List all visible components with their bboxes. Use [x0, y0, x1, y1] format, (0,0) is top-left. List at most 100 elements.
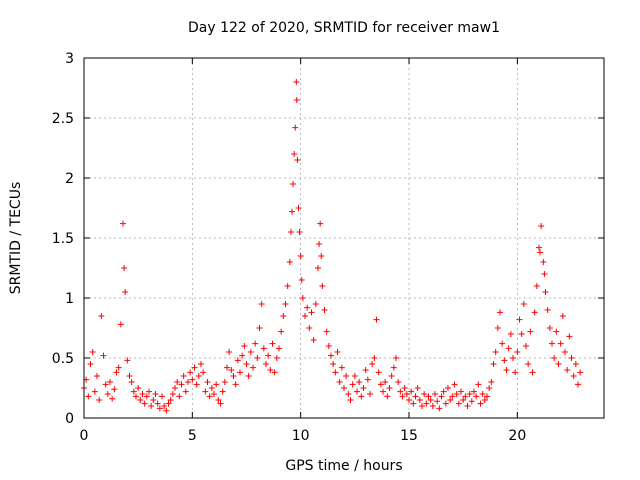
data-point [438, 393, 445, 400]
data-point [198, 361, 204, 367]
data-point [460, 397, 467, 403]
data-point [399, 393, 406, 400]
data-point [551, 355, 558, 361]
data-point [466, 391, 473, 397]
data-point [479, 391, 486, 397]
data-point [141, 400, 148, 407]
data-point [280, 313, 287, 319]
data-point [258, 301, 265, 307]
data-point [514, 349, 521, 355]
x-tick-label: 5 [188, 428, 197, 444]
data-point [124, 357, 131, 364]
data-point [412, 393, 419, 400]
data-point [230, 373, 237, 379]
data-point [102, 381, 109, 388]
data-point [349, 381, 356, 388]
data-point [241, 343, 248, 349]
data-point [562, 349, 568, 355]
data-point [384, 393, 391, 400]
data-point [371, 355, 378, 361]
data-point [540, 259, 547, 265]
data-point [442, 400, 449, 407]
data-point [523, 343, 529, 349]
data-point [286, 259, 293, 265]
y-axis-label: SRMTID / TECUs [8, 182, 24, 295]
data-point [228, 367, 235, 373]
data-point [120, 220, 126, 227]
data-point [559, 313, 566, 319]
data-point [486, 385, 493, 391]
data-point [390, 364, 397, 371]
y-tick-label: 0 [65, 411, 74, 427]
data-point [265, 352, 272, 359]
data-point [211, 391, 217, 397]
data-point [570, 373, 577, 379]
data-point [172, 385, 178, 391]
data-point [130, 388, 137, 395]
data-point [271, 369, 278, 376]
data-point [427, 397, 434, 403]
data-point [473, 393, 480, 400]
data-point [497, 309, 503, 316]
data-point [191, 364, 198, 371]
data-point [204, 379, 211, 385]
data-point [321, 307, 328, 313]
data-point [338, 364, 345, 371]
data-point [232, 381, 239, 388]
data-point [345, 391, 352, 397]
data-point [546, 325, 553, 331]
data-point [226, 349, 233, 355]
data-point [267, 367, 274, 373]
data-point [302, 313, 308, 319]
data-point [341, 385, 347, 391]
data-point [215, 397, 222, 403]
x-axis-label: GPS time / hours [285, 458, 402, 474]
data-point [471, 388, 477, 395]
data-point [541, 271, 548, 277]
data-point [414, 385, 421, 391]
data-point [148, 403, 155, 409]
data-point [453, 391, 460, 397]
data-point [477, 400, 484, 407]
data-point [507, 331, 514, 337]
data-point [423, 400, 430, 407]
data-point [121, 265, 128, 271]
data-point [273, 355, 280, 361]
data-point [165, 400, 172, 407]
y-tick-label: 0.5 [52, 351, 74, 367]
data-point [316, 241, 323, 247]
data-point [429, 403, 436, 409]
data-point [317, 220, 324, 227]
data-point [111, 386, 118, 393]
data-point [436, 405, 443, 412]
data-point [490, 361, 497, 367]
data-point [323, 328, 330, 335]
data-point [98, 313, 105, 319]
data-point [369, 361, 376, 367]
data-point [304, 304, 311, 311]
data-point [373, 316, 380, 323]
data-point [451, 381, 458, 388]
data-point [256, 325, 263, 331]
data-point [501, 357, 508, 364]
data-point [484, 393, 490, 400]
data-point [505, 345, 512, 352]
data-point [91, 388, 98, 395]
data-point [245, 373, 252, 379]
data-point [537, 249, 544, 256]
data-point [89, 349, 96, 355]
data-point [284, 283, 291, 289]
data-point [296, 229, 303, 235]
data-point [542, 289, 549, 295]
data-point [87, 361, 94, 367]
data-point [294, 157, 301, 163]
data-point [156, 405, 163, 412]
data-point [109, 395, 116, 402]
data-point [403, 391, 410, 397]
x-tick-label: 0 [80, 428, 89, 444]
data-point [516, 316, 523, 323]
data-points [81, 79, 584, 414]
data-point [458, 388, 464, 395]
data-point [278, 328, 285, 335]
